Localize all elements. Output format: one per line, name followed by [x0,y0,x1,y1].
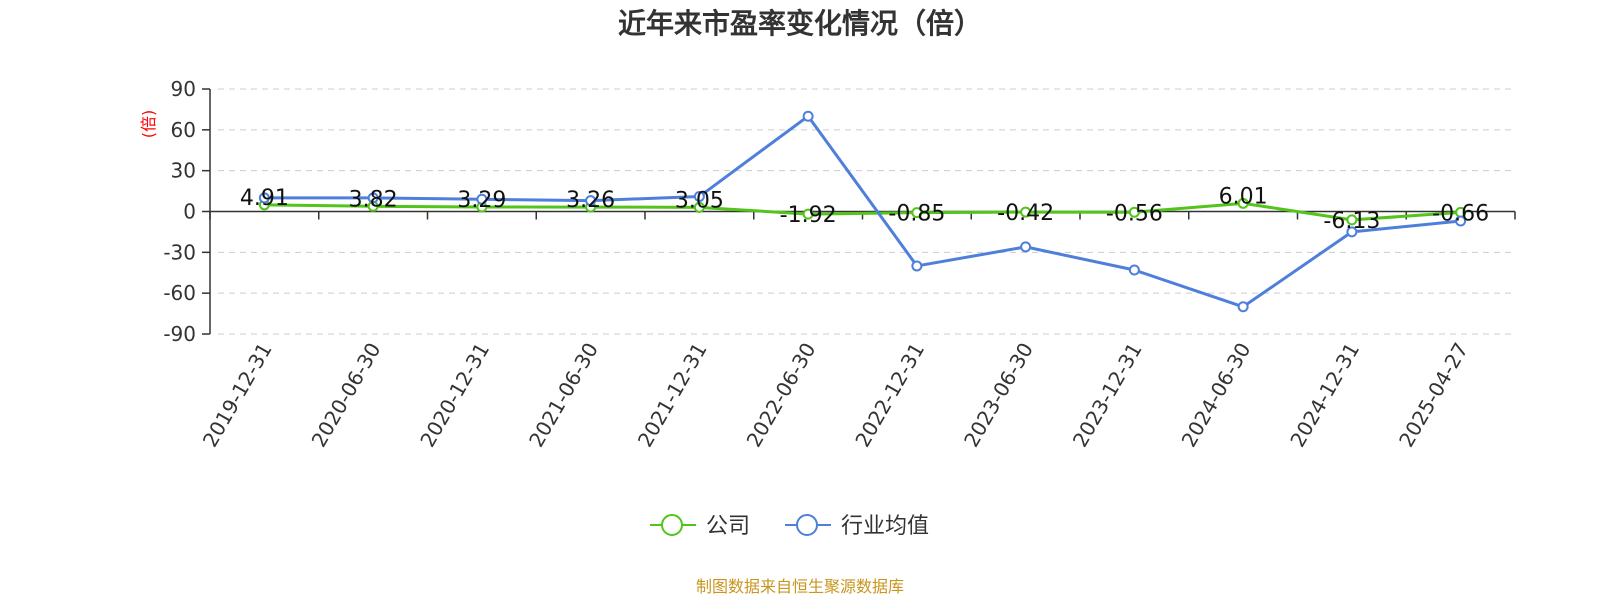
data-label: 3.05 [675,188,724,213]
series-line [264,114,1461,309]
chart-title: 近年来市盈率变化情况（倍） [618,7,982,40]
data-source-note: 制图数据来自恒生聚源数据库 [696,577,904,596]
x-tick-label: 2019-12-31 [198,339,277,452]
data-label: -0.42 [997,201,1054,226]
y-tick-label: 60 [171,118,196,142]
legend-item-1: 行业均值 [785,514,929,539]
legend-label: 公司 [706,514,750,539]
data-point [367,192,379,204]
x-tick-label: 2023-12-31 [1068,339,1147,452]
x-tick-label: 2020-12-31 [415,339,494,452]
x-tick-label: 2021-06-30 [524,339,603,452]
legend-item-0: 公司 [650,514,750,539]
x-tick-label: 2025-04-27 [1394,339,1473,452]
series-line [264,201,1461,222]
y-tick-label: -60 [163,281,196,305]
y-axis-label: (倍) [139,110,158,139]
y-tick-label: 0 [183,200,196,224]
data-label: -0.66 [1432,201,1489,226]
data-point [693,201,705,213]
data-label: -6.13 [1323,209,1380,234]
legend-marker [661,514,683,536]
data-point [802,208,814,220]
data-point [1237,301,1249,313]
data-label: 6.01 [1219,184,1268,209]
data-point [1020,241,1032,253]
data-point [258,192,270,204]
data-point [1128,264,1140,276]
data-point [1455,215,1467,227]
data-label: 3.29 [457,188,506,213]
series-1 [258,110,1467,313]
x-tick-label: 2020-06-30 [307,339,386,452]
data-point [1020,206,1032,218]
x-tick-label: 2024-12-31 [1285,339,1364,452]
data-point [476,193,488,205]
y-tick-label: -90 [163,322,196,346]
data-point [585,195,597,207]
data-point [1237,197,1249,209]
data-point [1346,214,1358,226]
y-tick-label: -30 [163,240,196,264]
legend-marker [796,514,818,536]
data-point [1346,226,1358,238]
series-0 [258,197,1467,226]
legend: 公司 行业均值 [650,514,929,539]
x-tick-label: 2022-06-30 [742,339,821,452]
legend-label: 行业均值 [841,514,929,539]
data-point [693,191,705,203]
data-point [802,110,814,122]
y-tick-label: 90 [171,77,196,101]
data-label: -1.92 [780,203,837,228]
data-label: 3.26 [566,188,615,213]
x-tick-label: 2022-12-31 [850,339,929,452]
data-label: 4.91 [240,186,289,211]
x-tick-label: 2024-06-30 [1177,339,1256,452]
data-label: 3.82 [349,187,398,212]
y-tick-label: 30 [171,159,196,183]
data-point [1128,206,1140,218]
data-point [911,260,923,272]
x-tick-label: 2023-06-30 [959,339,1038,452]
data-label: -0.85 [888,202,945,227]
x-tick-label: 2021-12-31 [633,339,712,452]
data-label: -0.56 [1106,201,1163,226]
data-point [911,207,923,219]
